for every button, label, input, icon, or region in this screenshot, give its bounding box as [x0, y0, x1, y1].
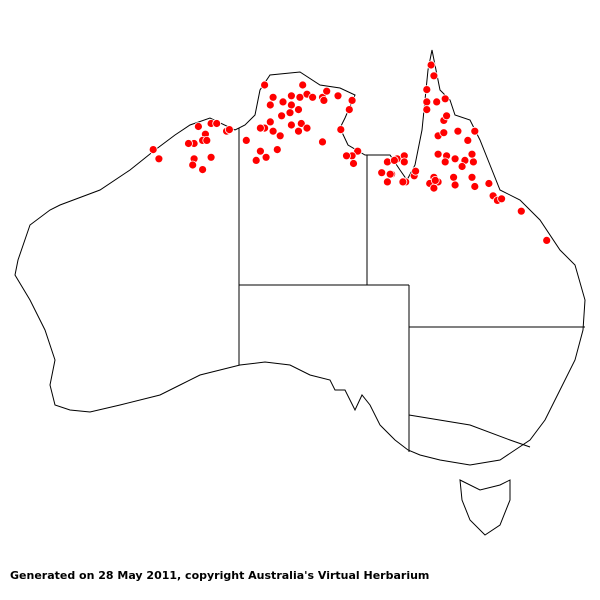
occurrence-point — [193, 122, 203, 131]
occurrence-point — [433, 149, 443, 159]
tasmania-outline — [459, 479, 511, 536]
occurrence-point — [148, 145, 158, 155]
occurrence-point — [278, 97, 288, 107]
occurrence-point — [484, 179, 494, 188]
occurrence-point — [497, 194, 507, 204]
occurrence-point — [275, 131, 285, 141]
occurrence-point — [272, 145, 282, 155]
occurrence-point — [385, 169, 395, 179]
occurrence-point — [260, 80, 270, 90]
occurrence-point — [377, 168, 387, 178]
occurrence-point — [389, 155, 399, 165]
occurrence-point — [422, 97, 432, 107]
occurrence-point — [426, 60, 436, 70]
occurrence-point — [255, 146, 265, 156]
occurrence-point — [429, 71, 439, 81]
occurrence-point — [268, 92, 278, 102]
occurrence-point — [353, 146, 363, 156]
occurrence-point — [440, 94, 450, 104]
occurrence-point — [450, 154, 460, 164]
occurrence-point — [224, 125, 234, 135]
occurrence-point — [429, 183, 439, 193]
occurrence-point — [241, 135, 251, 145]
occurrence-point — [251, 155, 261, 165]
occurrence-point — [450, 180, 460, 190]
occurrence-point — [542, 235, 552, 245]
occurrence-point — [432, 97, 442, 107]
occurrence-point — [382, 177, 392, 187]
occurrence-point — [342, 151, 351, 161]
occurrence-point — [453, 126, 463, 136]
occurrence-point — [336, 125, 346, 135]
occurrence-point — [422, 105, 432, 114]
occurrence-point — [468, 157, 478, 167]
occurrence-point — [268, 126, 278, 136]
occurrence-point — [349, 159, 358, 168]
occurrence-point — [296, 119, 306, 128]
occurrence-point — [399, 157, 409, 167]
occurrence-point — [302, 123, 312, 133]
occurrence-point — [347, 96, 357, 105]
occurrence-point — [322, 86, 332, 96]
occurrence-point — [184, 139, 193, 148]
occurrence-point — [298, 80, 308, 90]
occurrence-point — [516, 206, 526, 216]
occurrence-point — [411, 166, 421, 176]
occurrence-point — [154, 154, 164, 164]
footer-credit: Generated on 28 May 2011, copyright Aust… — [10, 569, 430, 582]
occurrence-point — [470, 126, 480, 136]
occurrence-point — [202, 135, 212, 145]
occurrence-point — [188, 160, 198, 170]
occurrence-point — [206, 152, 216, 162]
state-borders — [238, 128, 585, 452]
occurrence-point — [261, 152, 271, 162]
occurrence-point — [294, 126, 303, 136]
occurrence-point — [198, 165, 208, 175]
occurrence-point — [294, 105, 303, 114]
occurrence-point — [398, 177, 408, 187]
occurrence-point — [308, 92, 318, 102]
occurrence-point — [467, 172, 477, 182]
occurrence-point — [442, 111, 452, 121]
occurrence-point — [333, 91, 343, 101]
occurrence-point — [470, 182, 480, 191]
occurrence-point — [439, 128, 449, 138]
occurrence-points — [148, 60, 552, 245]
occurrence-point — [467, 149, 477, 159]
occurrence-point — [457, 162, 467, 171]
mainland-outline — [14, 49, 586, 466]
occurrence-point — [265, 117, 275, 127]
occurrence-point — [318, 137, 327, 147]
occurrence-point — [286, 100, 296, 110]
coastline — [14, 49, 586, 536]
occurrence-point — [286, 91, 296, 101]
occurrence-point — [286, 120, 296, 130]
occurrence-point — [255, 123, 265, 133]
occurrence-point — [440, 157, 450, 167]
occurrence-point — [319, 96, 329, 105]
occurrence-point — [422, 85, 432, 94]
occurrence-point — [277, 111, 287, 121]
occurrence-point — [265, 100, 275, 110]
occurrence-point — [285, 108, 295, 118]
occurrence-point — [463, 135, 473, 145]
occurrence-point — [212, 119, 222, 128]
occurrence-point — [449, 172, 459, 182]
occurrence-point — [430, 175, 440, 185]
occurrence-point — [344, 105, 354, 114]
border-nsw-vic — [408, 414, 531, 448]
